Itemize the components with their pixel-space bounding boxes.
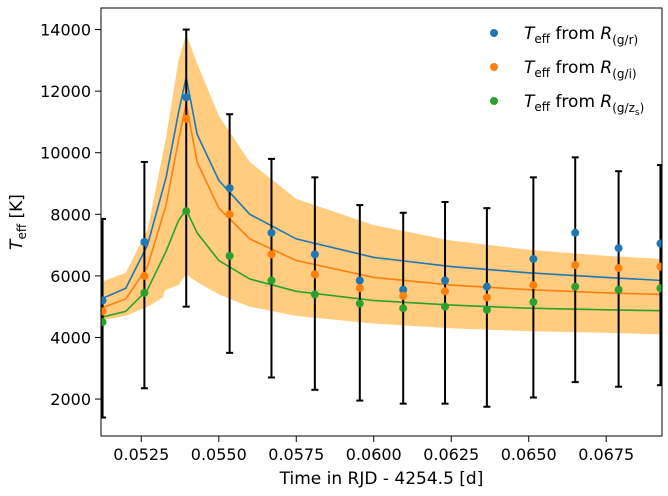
point-gi	[101, 307, 107, 316]
point-gz	[182, 207, 191, 216]
y-axis-label-main: T	[7, 238, 27, 250]
point-gr	[101, 296, 107, 305]
y-tick-label: 12000	[40, 82, 91, 101]
point-gi	[614, 264, 623, 273]
point-gr	[310, 250, 319, 259]
point-gi	[225, 210, 234, 219]
plot-area	[101, 28, 662, 419]
y-tick-label: 8000	[50, 205, 91, 224]
error-bar	[267, 157, 275, 379]
point-gr	[571, 228, 580, 237]
legend-entry-gz: Teff from R(g/zs)	[490, 92, 644, 118]
point-gr	[529, 254, 538, 263]
x-tick-label: 0.0625	[423, 445, 479, 464]
legend-label: Teff from R(g/i)	[524, 58, 637, 81]
point-gr	[656, 239, 662, 248]
y-tick-label: 2000	[50, 390, 91, 409]
x-axis-label: Time in RJD - 4254.5 [d]	[279, 469, 484, 489]
point-gr	[482, 282, 491, 291]
legend-entry-gr: Teff from R(g/r)	[490, 24, 638, 47]
uncertainty-band	[101, 34, 662, 335]
point-gz	[225, 251, 234, 260]
point-gz	[101, 318, 107, 327]
point-gr	[140, 238, 149, 247]
fit-line-gr	[101, 77, 662, 300]
legend-entry-gi: Teff from R(g/i)	[490, 58, 637, 81]
point-gi	[441, 287, 450, 296]
point-gi	[399, 291, 408, 300]
point-gz	[140, 288, 149, 297]
x-tick-label: 0.0550	[191, 445, 247, 464]
x-tick-label: 0.0575	[268, 445, 324, 464]
point-gz	[529, 298, 538, 307]
point-gz	[482, 305, 491, 314]
x-axis-ticks: 0.0525 0.0550 0.0575 0.0600 0.0625 0.0650 0.06…	[113, 436, 634, 464]
fit-line-gi	[101, 103, 662, 309]
x-tick-label: 0.0600	[346, 445, 402, 464]
point-gi	[482, 293, 491, 302]
x-tick-label: 0.0525	[113, 445, 169, 464]
y-tick-label: 10000	[40, 144, 91, 163]
point-gz	[441, 302, 450, 311]
point-gr	[614, 244, 623, 253]
legend-marker	[490, 29, 498, 37]
point-gz	[571, 282, 580, 291]
point-gi	[571, 261, 580, 270]
y-axis-label: Teff [K]	[7, 194, 29, 250]
point-gr	[267, 228, 276, 237]
point-gz	[656, 284, 662, 293]
legend-label: Teff from R(g/zs)	[524, 92, 644, 118]
point-gr	[225, 184, 234, 193]
y-tick-label: 6000	[50, 267, 91, 286]
point-gr	[441, 276, 450, 285]
point-gz	[310, 290, 319, 299]
x-tick-label: 0.0675	[578, 445, 634, 464]
y-tick-label: 14000	[40, 21, 91, 40]
point-gi	[140, 271, 149, 280]
point-gz	[355, 299, 364, 308]
point-gr	[182, 93, 191, 102]
x-tick-label: 0.0650	[501, 445, 557, 464]
legend-marker	[490, 63, 498, 71]
legend-label: Teff from R(g/r)	[524, 24, 638, 47]
point-gi	[267, 250, 276, 259]
error-bar	[226, 113, 234, 354]
point-gr	[399, 285, 408, 294]
error-bar	[615, 170, 623, 388]
error-bar	[182, 28, 190, 308]
fit-line-gz	[101, 208, 662, 319]
legend: Teff from R(g/r) Teff from R(g/i) Teff fro…	[490, 24, 644, 118]
point-gi	[182, 114, 191, 123]
point-gz	[614, 285, 623, 294]
data-points	[101, 93, 662, 327]
fit-lines	[101, 77, 662, 319]
y-axis-label-sub: eff	[15, 223, 29, 239]
plot-frame	[100, 7, 663, 437]
point-gi	[310, 270, 319, 279]
point-gi	[355, 284, 364, 293]
point-gz	[267, 276, 276, 285]
y-tick-label: 4000	[50, 328, 91, 347]
point-gz	[399, 304, 408, 313]
point-gr	[355, 276, 364, 285]
point-gi	[529, 281, 538, 290]
legend-marker	[490, 97, 498, 105]
error-bar	[311, 176, 319, 391]
point-gi	[656, 262, 662, 271]
y-axis-ticks: 2000 4000 6000 8000 10000 12000 14000	[40, 21, 101, 409]
error-bar	[571, 156, 579, 384]
error-bar	[656, 164, 662, 387]
y-axis-label-unit: [K]	[7, 194, 27, 224]
